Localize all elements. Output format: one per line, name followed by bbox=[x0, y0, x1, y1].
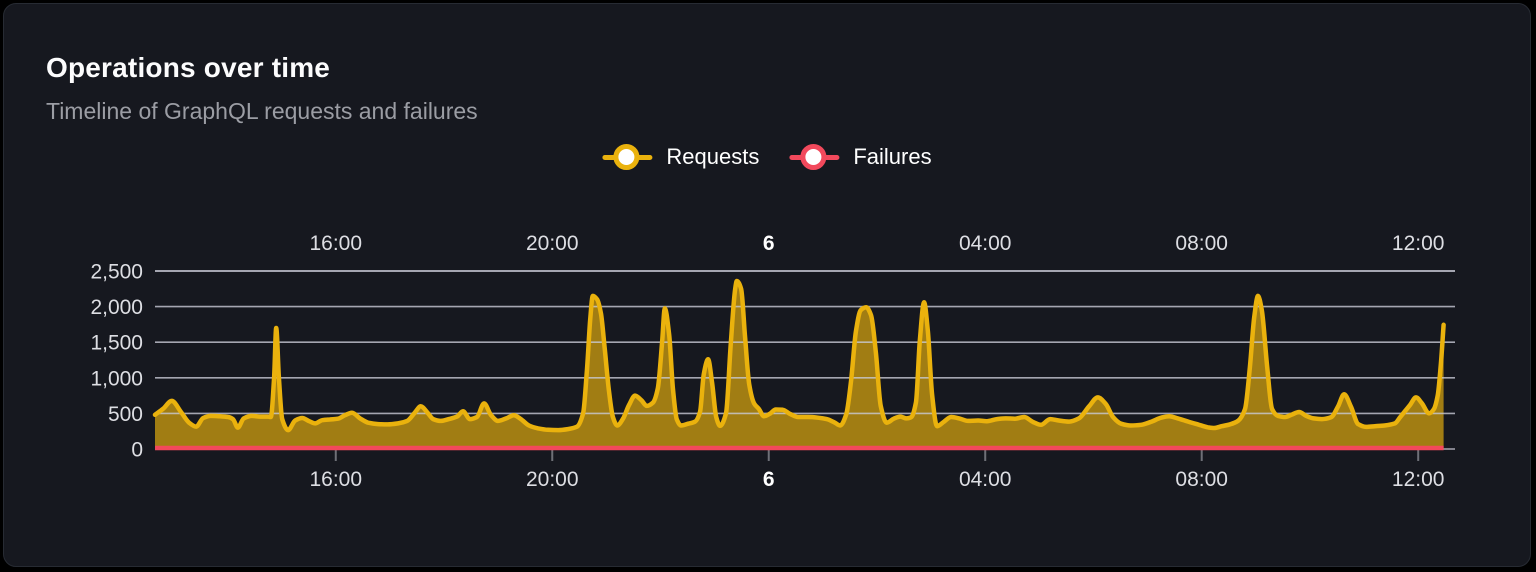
svg-text:04:00: 04:00 bbox=[959, 232, 1012, 255]
svg-text:12:00: 12:00 bbox=[1392, 468, 1445, 491]
svg-text:6: 6 bbox=[763, 232, 775, 255]
y-axis-labels: 0 500 1,000 1,500 2,000 2,500 bbox=[90, 261, 143, 462]
legend-label-requests: Requests bbox=[666, 144, 760, 169]
svg-text:16:00: 16:00 bbox=[309, 468, 362, 491]
svg-text:08:00: 08:00 bbox=[1175, 468, 1228, 491]
svg-text:04:00: 04:00 bbox=[959, 468, 1012, 491]
svg-text:2,500: 2,500 bbox=[90, 261, 143, 284]
panel-card: Operations over time Timeline of GraphQL… bbox=[3, 3, 1531, 567]
failures-series-marker-icon bbox=[789, 143, 840, 171]
svg-text:500: 500 bbox=[108, 403, 143, 426]
panel-title: Operations over time bbox=[46, 52, 331, 83]
legend-item-requests[interactable]: Requests bbox=[602, 143, 759, 171]
requests-series-marker-icon bbox=[602, 143, 653, 171]
legend-label-failures: Failures bbox=[853, 144, 932, 169]
svg-text:20:00: 20:00 bbox=[526, 232, 579, 255]
legend: Requests Failures bbox=[602, 143, 932, 171]
svg-text:08:00: 08:00 bbox=[1175, 232, 1228, 255]
x-axis-bottom-labels: 16:00 20:00 6 04:00 08:00 12:00 bbox=[309, 468, 1444, 491]
x-axis-top-labels: 16:00 20:00 6 04:00 08:00 12:00 bbox=[309, 232, 1444, 255]
svg-text:1,500: 1,500 bbox=[90, 332, 143, 355]
panel-subtitle: Timeline of GraphQL requests and failure… bbox=[46, 98, 478, 124]
svg-text:12:00: 12:00 bbox=[1392, 232, 1445, 255]
svg-text:2,000: 2,000 bbox=[90, 296, 143, 319]
x-axis-ticks bbox=[334, 450, 1420, 461]
svg-text:1,000: 1,000 bbox=[90, 367, 143, 390]
requests-area bbox=[155, 281, 1444, 449]
plot-area[interactable] bbox=[155, 271, 1455, 449]
svg-text:6: 6 bbox=[763, 468, 775, 491]
svg-text:20:00: 20:00 bbox=[526, 468, 579, 491]
svg-text:0: 0 bbox=[131, 439, 143, 462]
requests-line bbox=[152, 278, 1446, 433]
legend-item-failures[interactable]: Failures bbox=[789, 143, 932, 171]
svg-text:16:00: 16:00 bbox=[309, 232, 362, 255]
